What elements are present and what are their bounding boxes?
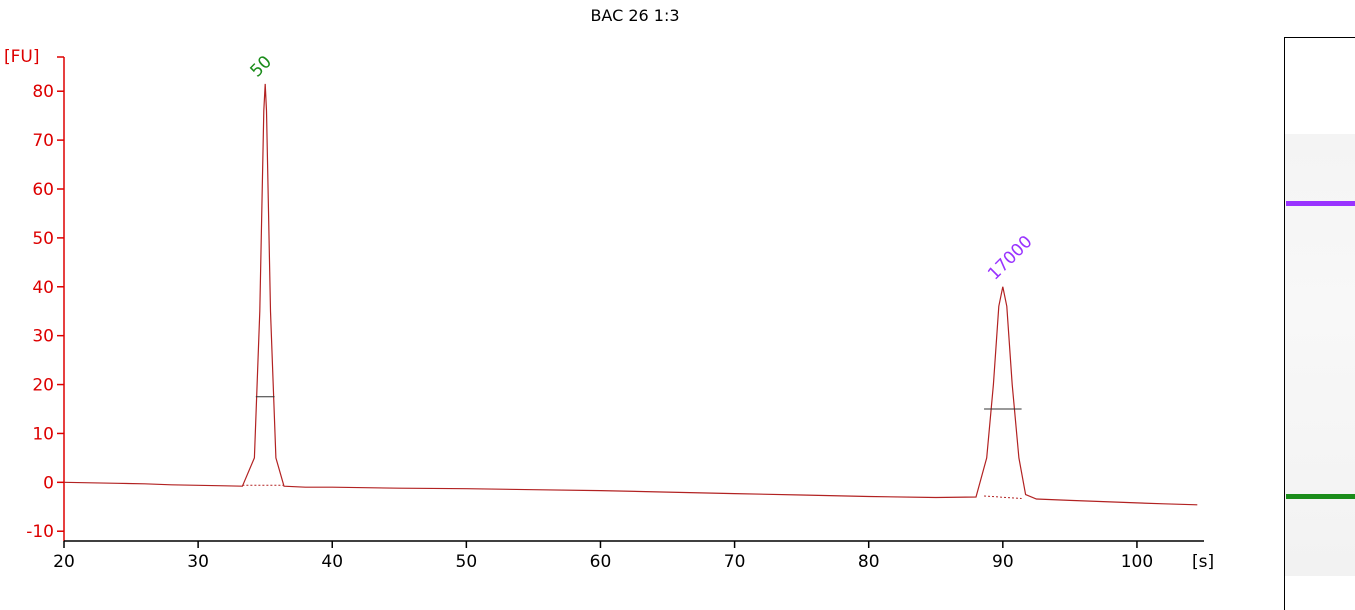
y-tick-label: -10 <box>26 522 54 542</box>
x-tick-label: 20 <box>53 552 75 572</box>
y-tick-label: 40 <box>32 278 54 298</box>
trace-line <box>63 83 1198 506</box>
plot-area: 50 17000 <box>63 52 1198 506</box>
y-tick-label: 60 <box>32 180 54 200</box>
y-tick-label: 30 <box>32 327 54 347</box>
x-axis-label: [s] <box>1192 552 1214 572</box>
gel-band <box>1286 494 1355 500</box>
gel-lane <box>1285 134 1355 576</box>
x-tick-label: 40 <box>321 552 343 572</box>
x-tick-label: 80 <box>858 552 880 572</box>
y-tick-label: 80 <box>32 82 54 102</box>
peak-label: 17000 <box>984 232 1036 284</box>
y-tick-label: 0 <box>43 473 54 493</box>
y-tick-label: 10 <box>32 424 54 444</box>
x-tick-label: 70 <box>724 552 746 572</box>
electropherogram-chart: -10 0 10 20 30 40 50 60 70 80 [FU] 20 30 40 50 60 70 80 90… <box>4 47 1214 572</box>
peak-baseline <box>984 495 1022 499</box>
gel-band <box>1286 201 1355 207</box>
peak-label: 50 <box>247 52 276 81</box>
x-tick-label: 90 <box>992 552 1014 572</box>
y-tick-label: 50 <box>32 229 54 249</box>
x-tick-label: 60 <box>590 552 612 572</box>
x-tick-label: 50 <box>456 552 478 572</box>
y-axis-label: [FU] <box>4 47 40 67</box>
axes: -10 0 10 20 30 40 50 60 70 80 [FU] 20 30 40 50 60 70 80 90… <box>4 47 1214 572</box>
y-tick-label: 70 <box>32 131 54 151</box>
x-tick-label: 30 <box>187 552 209 572</box>
gel-image <box>1284 37 1355 610</box>
y-tick-label: 20 <box>32 376 54 396</box>
chart-title: BAC 26 1:3 <box>590 6 680 25</box>
x-tick-label: 100 <box>1121 552 1153 572</box>
